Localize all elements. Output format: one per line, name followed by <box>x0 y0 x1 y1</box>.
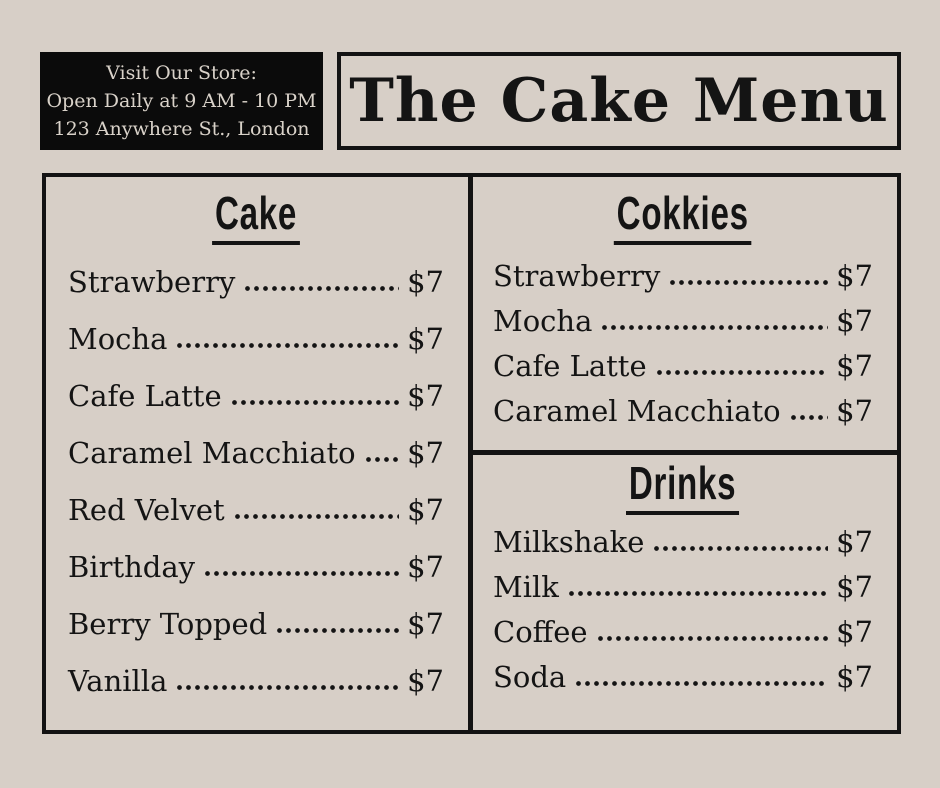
item-price: $7 <box>407 493 444 528</box>
dot-leader <box>177 343 400 349</box>
dot-leader <box>790 415 829 421</box>
dot-leader <box>597 636 829 642</box>
store-info-box: Visit Our Store: Open Daily at 9 AM - 10… <box>40 52 323 150</box>
item-price: $7 <box>407 550 444 585</box>
item-name: Milk <box>493 570 559 605</box>
menu-item: Strawberry $7 <box>68 265 444 299</box>
item-name: Red Velvet <box>68 493 225 528</box>
menu-item: Caramel Macchiato $7 <box>493 394 873 428</box>
item-name: Vanilla <box>68 664 168 699</box>
item-price: $7 <box>836 615 873 650</box>
section-heading-cokkies: Cokkies <box>493 189 873 246</box>
dot-leader <box>365 457 400 463</box>
menu-item: Caramel Macchiato $7 <box>68 436 444 470</box>
item-price: $7 <box>407 379 444 414</box>
dot-leader <box>177 685 400 691</box>
item-price: $7 <box>836 394 873 429</box>
section-cokkies: Cokkies Strawberry $7 Mocha $7 Cafe Latt… <box>473 177 897 455</box>
item-name: Caramel Macchiato <box>493 394 781 429</box>
store-info-line: Open Daily at 9 AM - 10 PM <box>46 90 317 112</box>
menu-body: Cake Strawberry $7 Mocha $7 Cafe Latte $… <box>42 173 901 734</box>
section-title-text: Cokkies <box>614 189 752 246</box>
item-name: Soda <box>493 660 567 695</box>
item-price: $7 <box>407 607 444 642</box>
item-price: $7 <box>407 322 444 357</box>
item-price: $7 <box>836 525 873 560</box>
menu-item: Birthday $7 <box>68 550 444 584</box>
title-box: The Cake Menu <box>337 52 901 150</box>
menu-item: Milk $7 <box>493 570 873 604</box>
item-price: $7 <box>407 436 444 471</box>
item-name: Mocha <box>493 304 593 339</box>
section-heading-drinks: Drinks <box>493 459 873 516</box>
dot-leader <box>568 591 829 597</box>
dot-leader <box>277 628 400 634</box>
store-info-line: 123 Anywhere St., London <box>53 118 310 140</box>
item-price: $7 <box>836 259 873 294</box>
dot-leader <box>602 325 829 331</box>
menu-item: Cafe Latte $7 <box>68 379 444 413</box>
section-cake: Cake Strawberry $7 Mocha $7 Cafe Latte $… <box>46 177 473 730</box>
dot-leader <box>205 571 400 577</box>
dot-leader <box>245 286 400 292</box>
item-name: Cafe Latte <box>493 349 647 384</box>
item-name: Berry Topped <box>68 607 268 642</box>
item-price: $7 <box>836 570 873 605</box>
page-title: The Cake Menu <box>349 66 889 136</box>
dot-leader <box>654 546 829 552</box>
dot-leader <box>231 400 400 406</box>
section-drinks: Drinks Milkshake $7 Milk $7 Coffee $7 <box>473 455 897 730</box>
section-title-text: Cake <box>212 189 300 246</box>
item-name: Cafe Latte <box>68 379 222 414</box>
item-price: $7 <box>407 664 444 699</box>
menu-item: Vanilla $7 <box>68 664 444 698</box>
section-heading-cake: Cake <box>68 189 444 246</box>
item-name: Caramel Macchiato <box>68 436 356 471</box>
item-price: $7 <box>836 660 873 695</box>
dot-leader <box>670 280 829 286</box>
item-price: $7 <box>836 349 873 384</box>
item-price: $7 <box>407 265 444 300</box>
dot-leader <box>234 514 400 520</box>
menu-item: Berry Topped $7 <box>68 607 444 641</box>
menu-item: Soda $7 <box>493 660 873 694</box>
item-price: $7 <box>836 304 873 339</box>
menu-item: Mocha $7 <box>493 304 873 338</box>
dot-leader <box>576 681 829 687</box>
item-name: Milkshake <box>493 525 645 560</box>
dot-leader <box>656 370 829 376</box>
menu-item: Strawberry $7 <box>493 259 873 293</box>
item-name: Birthday <box>68 550 196 585</box>
item-name: Mocha <box>68 322 168 357</box>
store-info-line: Visit Our Store: <box>106 62 257 84</box>
menu-item: Mocha $7 <box>68 322 444 356</box>
header: Visit Our Store: Open Daily at 9 AM - 10… <box>40 52 901 150</box>
item-name: Strawberry <box>68 265 236 300</box>
section-title-text: Drinks <box>626 459 740 516</box>
menu-item: Red Velvet $7 <box>68 493 444 527</box>
menu-item: Coffee $7 <box>493 615 873 649</box>
item-name: Strawberry <box>493 259 661 294</box>
menu-item: Milkshake $7 <box>493 525 873 559</box>
right-column: Cokkies Strawberry $7 Mocha $7 Cafe Latt… <box>473 177 897 730</box>
menu-item: Cafe Latte $7 <box>493 349 873 383</box>
item-name: Coffee <box>493 615 588 650</box>
